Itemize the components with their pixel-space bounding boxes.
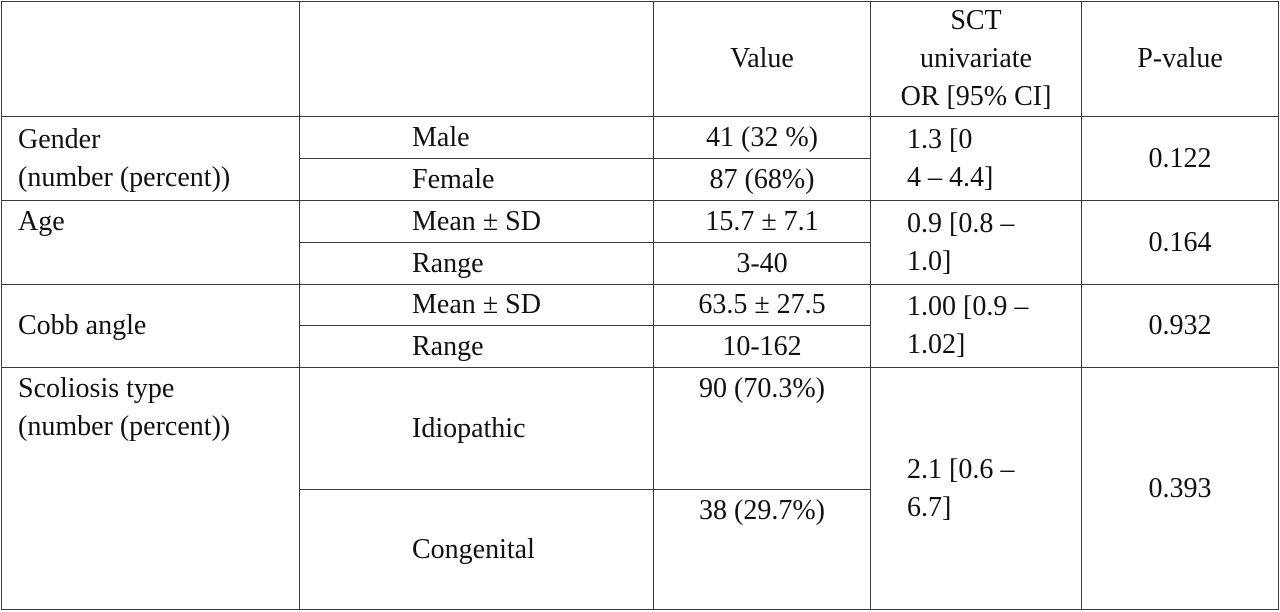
gender-or-line2: 4 – 4.4]	[907, 161, 994, 193]
age-value-mean: 15.7 ± 7.1	[653, 200, 871, 243]
table-row: Cobb angle Mean ± SD 63.5 ± 27.5 1.00 [0…	[1, 284, 1279, 368]
table-row: Congenital 38 (29.7%)	[2, 489, 1279, 610]
gender-or-line1: 1.3 [0	[907, 123, 973, 155]
age-or-line2: 1.0]	[907, 245, 952, 277]
gender-sub-male: Male	[299, 116, 654, 159]
scoliosis-pvalue: 0.393	[1081, 367, 1279, 610]
gender-value-male: 41 (32 %)	[653, 116, 871, 159]
gender-sub-female: Female	[299, 158, 654, 201]
scoliosis-label-line1: Scoliosis type	[18, 373, 175, 404]
age-value-range: 3-40	[653, 242, 871, 285]
cobb-or: 1.00 [0.9 – 1.02]	[870, 284, 1082, 368]
table-row: Female 87 (68%)	[2, 158, 1279, 201]
age-sub-mean: Mean ± SD	[299, 200, 654, 243]
table-row: Scoliosis type (number (percent)) Idiopa…	[1, 367, 1279, 610]
age-or: 0.9 [0.8 – 1.0]	[870, 200, 1082, 285]
cobb-or-line2: 1.02]	[907, 329, 966, 360]
age-sub-range: Range	[299, 242, 654, 285]
header-variable-cell	[1, 1, 300, 117]
gender-label: Gender (number (percent))	[1, 116, 300, 201]
scoliosis-label: Scoliosis type (number (percent))	[1, 367, 300, 610]
table-row: Age Mean ± SD 15.7 ± 7.1 0.9 [0.8 – 1.0]…	[1, 200, 1279, 285]
gender-label-line2: (number (percent))	[18, 161, 231, 193]
table-row: Gender (number (percent)) Male 41 (32 %)…	[1, 116, 1279, 201]
age-label: Age	[1, 200, 300, 285]
scoliosis-or-line2: 6.7]	[907, 491, 952, 523]
cobb-value-range: 10-162	[653, 325, 871, 368]
scoliosis-sub-idiopathic: Idiopathic	[299, 367, 654, 490]
cobb-sub-range: Range	[299, 325, 654, 368]
age-pvalue: 0.164	[1081, 200, 1279, 285]
header-or-line3: OR [95% CI]	[900, 81, 1052, 112]
header-or-line2: univariate	[920, 43, 1032, 74]
gender-or: 1.3 [0 4 – 4.4]	[870, 116, 1082, 201]
scoliosis-label-line2: (number (percent))	[18, 411, 231, 442]
cobb-sub-mean: Mean ± SD	[299, 284, 654, 326]
scoliosis-or: 2.1 [0.6 – 6.7]	[870, 367, 1082, 610]
age-or-line1: 0.9 [0.8 –	[907, 207, 1015, 239]
gender-pvalue: 0.122	[1081, 116, 1279, 201]
cobb-value-mean: 63.5 ± 27.5	[653, 284, 871, 326]
cobb-or-line1: 1.00 [0.9 –	[907, 291, 1029, 322]
cobb-pvalue: 0.932	[1081, 284, 1279, 368]
scoliosis-value-idiopathic: 90 (70.3%)	[653, 367, 871, 490]
scoliosis-value-congenital: 38 (29.7%)	[653, 489, 871, 610]
header-or: SCT univariate OR [95% CI]	[870, 1, 1082, 117]
scoliosis-sub-congenital: Congenital	[299, 489, 654, 610]
header-value: Value	[653, 1, 871, 117]
header-pvalue: P-value	[1081, 1, 1279, 117]
scoliosis-or-line1: 2.1 [0.6 –	[907, 453, 1015, 485]
header-subgroup-cell	[299, 1, 654, 117]
gender-label-line1: Gender	[18, 123, 101, 155]
cobb-label: Cobb angle	[1, 284, 300, 368]
table-header-row: Value SCT univariate OR [95% CI] P-value	[1, 1, 1279, 117]
gender-value-female: 87 (68%)	[653, 158, 871, 201]
header-or-line1: SCT	[950, 5, 1002, 36]
